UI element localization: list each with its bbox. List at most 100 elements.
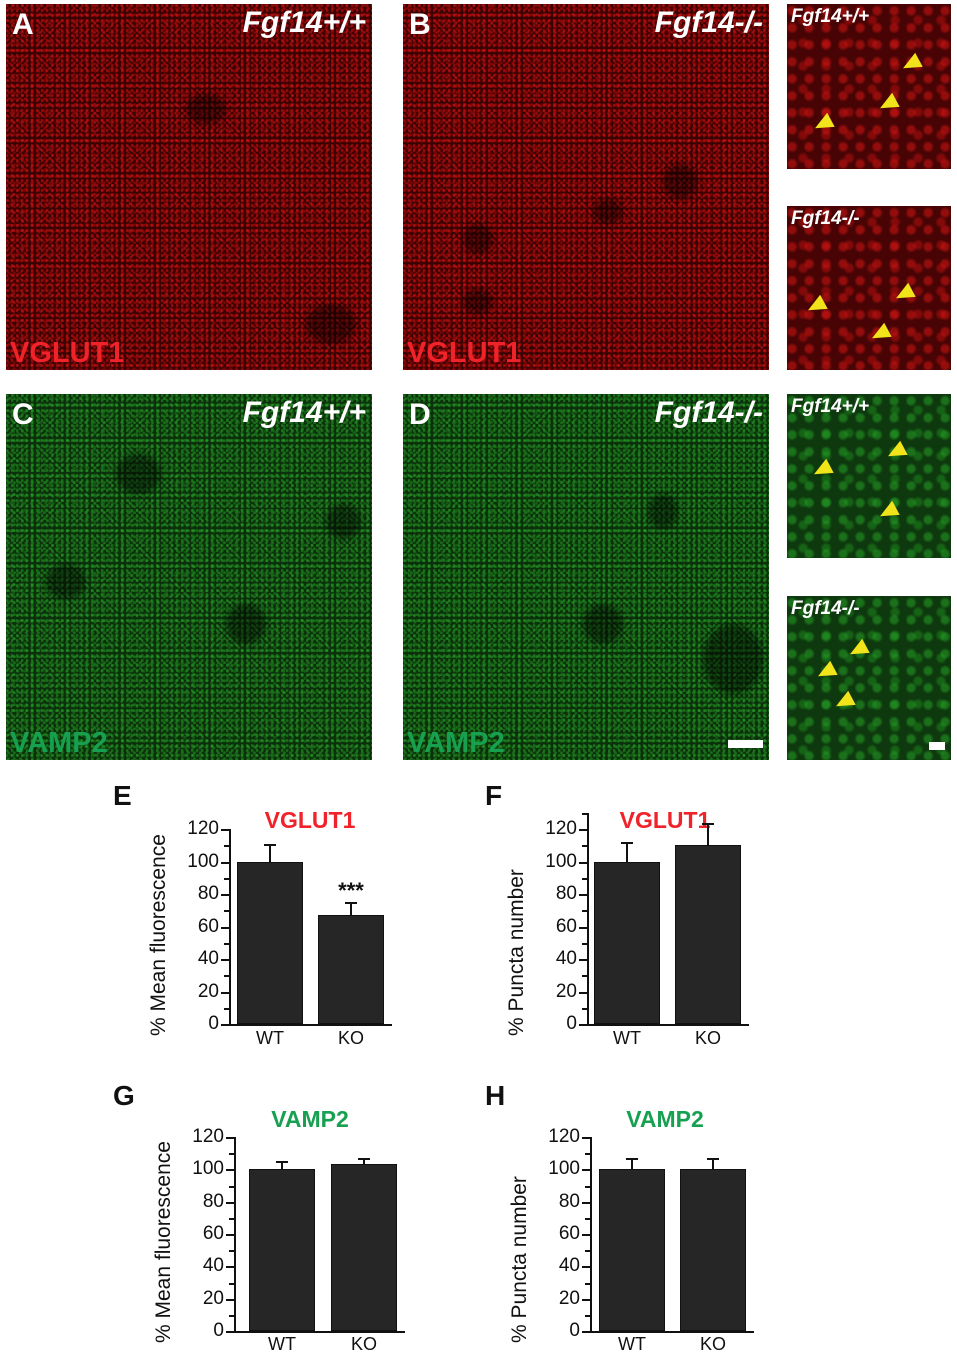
y-tick-minor [224, 1007, 229, 1010]
y-tick-major [226, 1137, 234, 1139]
y-tick-label: 100 [192, 1158, 224, 1180]
y-tick-label: 100 [548, 1158, 580, 1180]
marker-label: VGLUT1 [407, 337, 522, 369]
chart-panel-letter: H [485, 1080, 506, 1111]
bar-wt [594, 861, 660, 1024]
y-axis-label: % Mean fluorescence [147, 834, 170, 1036]
y-tick-minor [224, 910, 229, 913]
y-axis-label: % Puncta number [505, 869, 528, 1036]
cell-body-shadow [226, 604, 266, 644]
y-tick-label: 60 [555, 915, 577, 937]
bar-wt [599, 1169, 665, 1331]
panel-b-vglut1-ko: B Fgf14-/- VGLUT1 [403, 4, 769, 370]
y-tick-major [579, 959, 587, 961]
arrowhead-icon [832, 690, 856, 714]
inset-genotype-label: Fgf14+/+ [791, 6, 870, 27]
y-tick-minor [585, 1250, 590, 1253]
error-bar-cap [276, 1161, 288, 1164]
chart-title: VAMP2 [626, 1106, 704, 1132]
arrowhead-icon [876, 92, 900, 116]
arrowhead-icon [892, 282, 916, 306]
x-axis [234, 1331, 405, 1333]
error-bar [269, 843, 271, 862]
y-tick-label: 20 [555, 980, 577, 1002]
bar-ko [675, 845, 741, 1024]
panel-letter: B [409, 8, 431, 41]
arrowhead-icon [899, 52, 923, 76]
cell-body-shadow [583, 604, 623, 644]
error-bar [712, 1158, 714, 1170]
y-tick-label: 40 [555, 948, 577, 969]
y-tick-minor [582, 845, 587, 848]
y-tick-major [221, 894, 229, 896]
y-tick-label: 120 [192, 1126, 224, 1147]
y-tick-major [582, 1234, 590, 1236]
x-category-label: WT [268, 1334, 296, 1354]
y-tick-minor [582, 942, 587, 945]
y-tick-minor [224, 975, 229, 978]
x-category-label: KO [694, 1028, 721, 1048]
panel-letter: D [409, 398, 431, 431]
y-tick-label: 120 [548, 1126, 580, 1147]
y-tick-major [579, 991, 587, 994]
y-tick-major [226, 1234, 234, 1236]
y-tick-minor [224, 877, 229, 880]
y-tick-label: 0 [213, 1320, 224, 1341]
y-tick-label: 60 [202, 1223, 224, 1244]
y-axis [590, 1137, 592, 1333]
y-tick-major [221, 926, 229, 929]
cell-body-shadow [116, 454, 161, 494]
y-tick-minor [224, 942, 229, 945]
cell-body-shadow [703, 624, 763, 694]
y-tick-minor [229, 1185, 234, 1188]
y-tick-minor [582, 975, 587, 978]
y-tick-major [226, 1201, 234, 1204]
x-category-label: KO [337, 1028, 364, 1048]
y-tick-major [226, 1331, 234, 1333]
y-tick-minor [582, 877, 587, 880]
cell-body-shadow [463, 289, 493, 314]
arrowhead-icon [804, 294, 828, 318]
significance-marker: *** [338, 878, 364, 904]
y-tick-label: 120 [545, 818, 577, 839]
arrowhead-icon [810, 458, 834, 482]
cell-body-shadow [326, 504, 361, 539]
inset-vglut1-wt: Fgf14+/+ [787, 4, 951, 169]
y-tick-label: 0 [566, 1013, 577, 1034]
chart-title: VAMP2 [271, 1106, 349, 1132]
y-tick-label: 0 [208, 1013, 219, 1034]
y-tick-major [226, 1169, 234, 1172]
y-tick-label: 40 [202, 1255, 224, 1277]
error-bar [363, 1158, 365, 1165]
chart-title: VGLUT1 [619, 807, 711, 833]
error-bar [626, 842, 628, 862]
arrowhead-icon [814, 660, 838, 684]
y-tick-major [221, 861, 229, 864]
error-bar-cap [345, 902, 357, 905]
x-category-label: WT [613, 1028, 641, 1048]
y-tick-label: 100 [545, 850, 577, 872]
y-axis-label: % Puncta number [508, 1176, 531, 1343]
y-tick-major [579, 829, 587, 831]
cell-body-shadow [306, 304, 356, 344]
panel-letter: A [12, 8, 34, 41]
x-category-label: WT [256, 1028, 284, 1048]
y-tick-label: 80 [558, 1190, 580, 1212]
y-tick-major [579, 926, 587, 929]
y-tick-minor [582, 812, 587, 815]
chart-title: VGLUT1 [264, 807, 356, 833]
y-tick-major [582, 1137, 590, 1139]
scale-bar [929, 742, 945, 750]
y-tick-major [579, 861, 587, 864]
y-tick-label: 100 [187, 850, 219, 872]
y-tick-minor [585, 1217, 590, 1220]
y-axis-label: % Mean fluorescence [152, 1141, 175, 1343]
chart-panel-letter: F [485, 780, 503, 811]
bar-ko [331, 1164, 397, 1331]
error-bar [707, 822, 709, 846]
cell-body-shadow [663, 164, 698, 199]
y-tick-minor [585, 1153, 590, 1156]
genotype-label: Fgf14+/+ [242, 396, 366, 429]
bar-wt [237, 861, 303, 1024]
y-tick-major [221, 991, 229, 994]
